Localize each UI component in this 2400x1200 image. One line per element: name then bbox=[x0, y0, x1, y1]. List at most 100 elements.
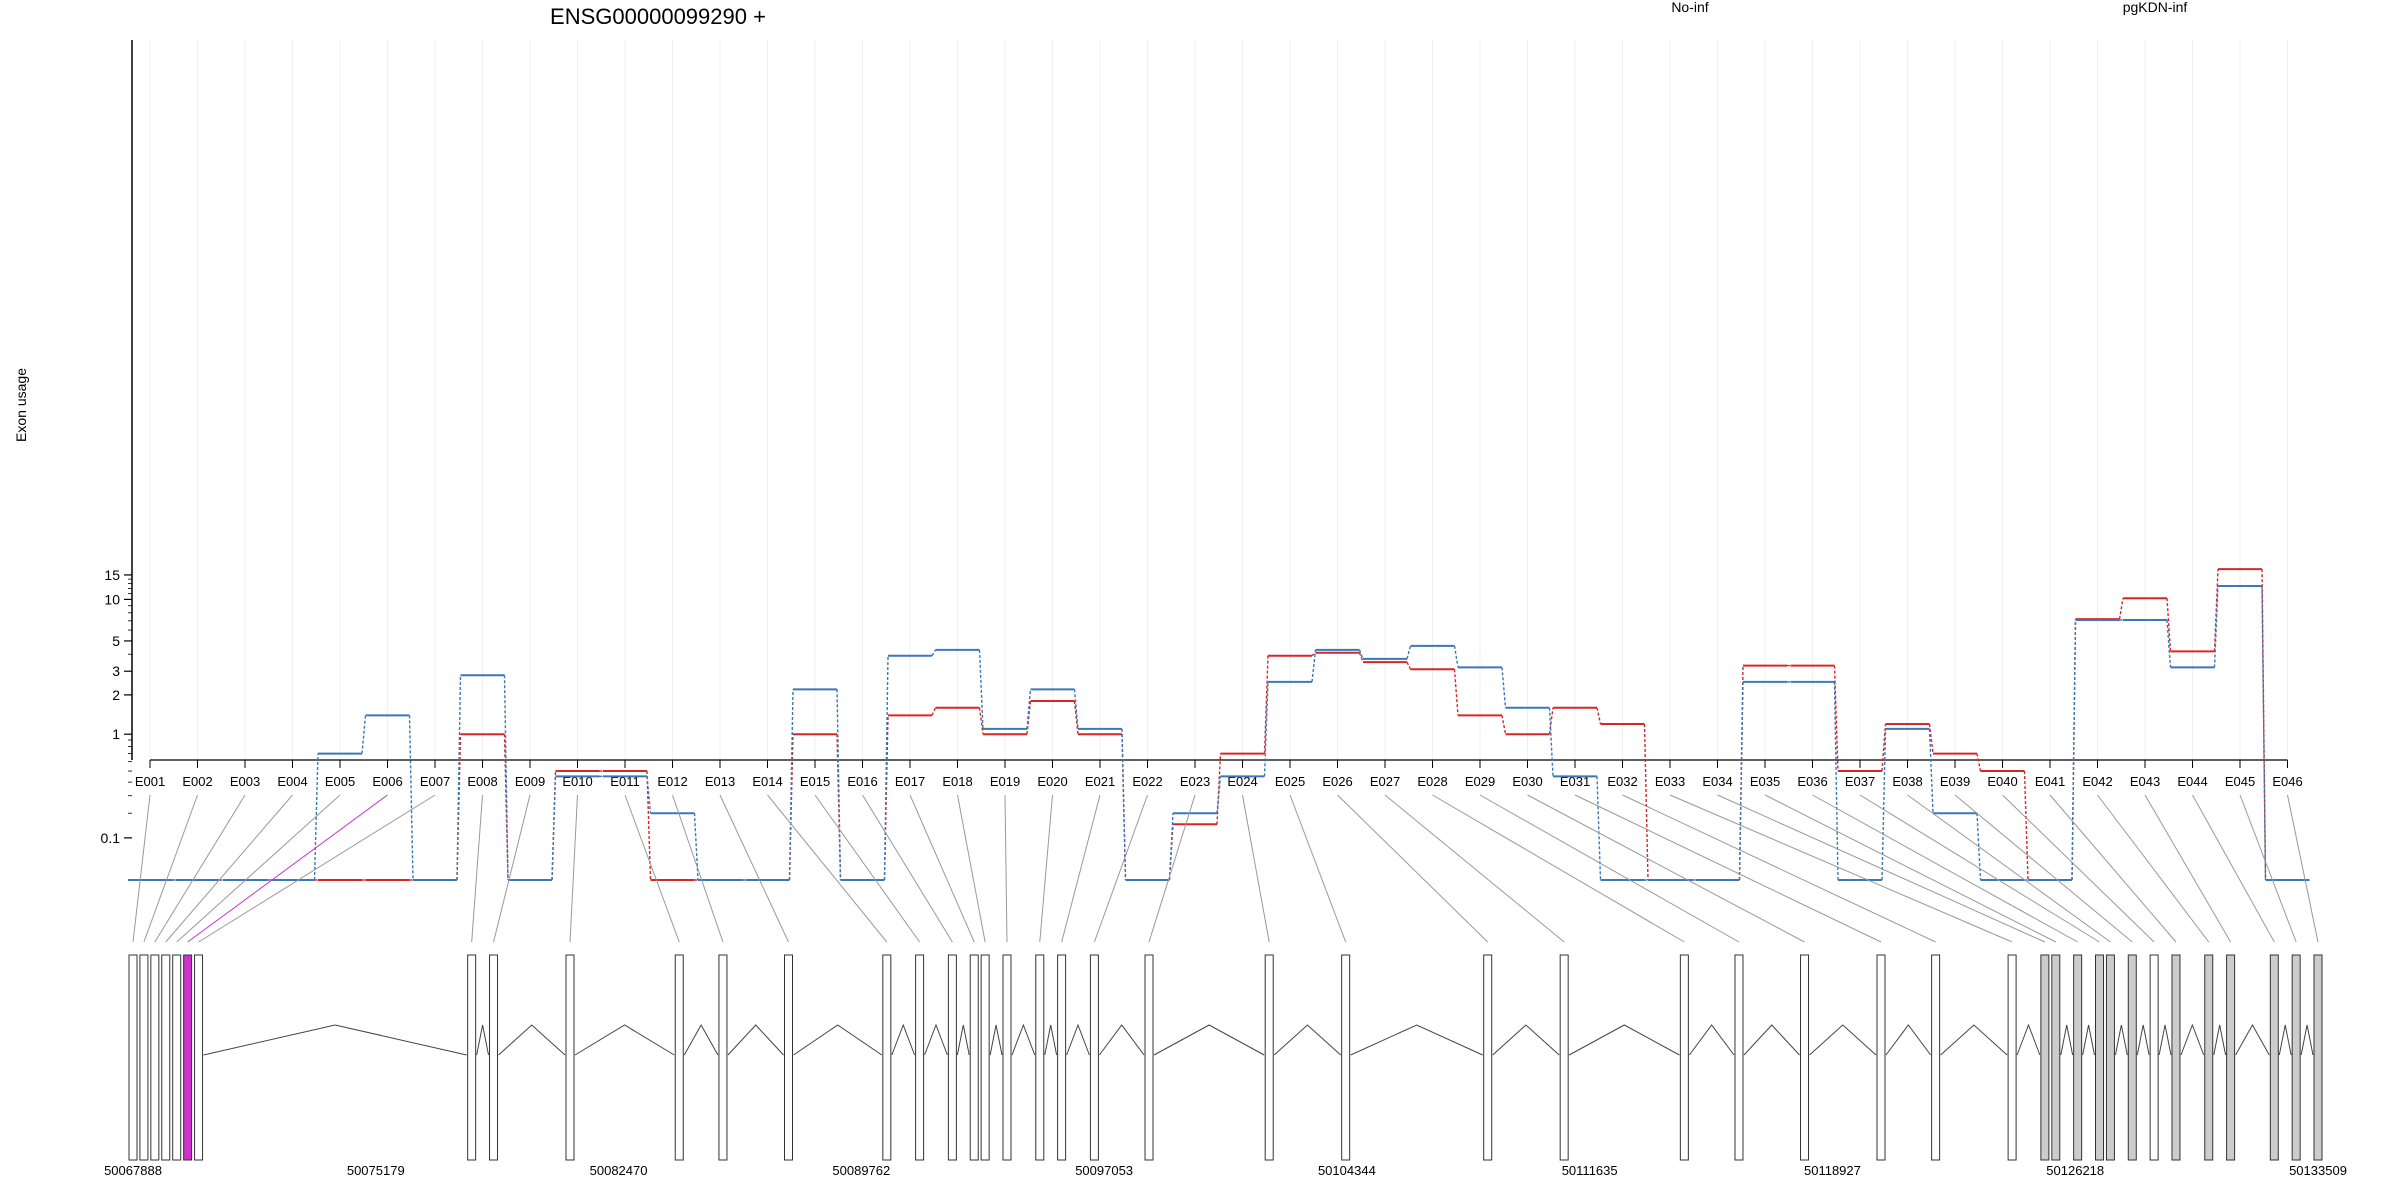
exon-box bbox=[1144, 954, 1154, 1161]
intron bbox=[1688, 1024, 1735, 1056]
exon-connector bbox=[1061, 794, 1101, 943]
exon-connector bbox=[719, 794, 789, 943]
x-tick-label: E042 bbox=[2082, 774, 2112, 789]
series-connector bbox=[2118, 598, 2124, 620]
exon-connector bbox=[672, 794, 724, 943]
intron bbox=[203, 1024, 467, 1056]
y-tick-label: 3 bbox=[112, 663, 120, 679]
series-connector bbox=[313, 753, 319, 881]
series-connector bbox=[1928, 728, 1934, 814]
exon-box bbox=[980, 954, 990, 1161]
series-connector bbox=[646, 776, 652, 814]
exon-connector bbox=[1148, 794, 1196, 943]
x-tick-label: E024 bbox=[1227, 774, 1257, 789]
exon-box bbox=[489, 954, 499, 1161]
series-connector bbox=[551, 776, 557, 881]
intron bbox=[2213, 1024, 2227, 1056]
exon-box bbox=[1264, 954, 1274, 1161]
exon-connector bbox=[1004, 794, 1008, 943]
intron bbox=[476, 1024, 490, 1056]
y-tick-label: 5 bbox=[112, 633, 120, 649]
exon-connector bbox=[2049, 794, 2177, 943]
intron bbox=[1273, 1024, 1342, 1056]
exon-box bbox=[150, 954, 160, 1161]
exon-box bbox=[2313, 954, 2323, 1161]
intron bbox=[2300, 1024, 2314, 1056]
series-connector bbox=[456, 675, 462, 881]
series-connector bbox=[1358, 652, 1364, 663]
exon-box bbox=[2007, 954, 2017, 1161]
intron bbox=[1350, 1024, 1483, 1056]
exon-connector bbox=[143, 794, 198, 943]
legend-label-no-inf: No-inf bbox=[1671, 0, 1708, 15]
x-tick-label: E043 bbox=[2130, 774, 2160, 789]
exon-connector bbox=[1669, 794, 2013, 943]
exon-connector bbox=[862, 794, 953, 943]
intron bbox=[1098, 1024, 1145, 1056]
x-tick-label: E023 bbox=[1180, 774, 1210, 789]
genomic-tick-label: 50111635 bbox=[1562, 1163, 1618, 1178]
x-tick-label: E009 bbox=[515, 774, 545, 789]
x-tick-label: E041 bbox=[2035, 774, 2065, 789]
genomic-coordinate-axis: 50067888 50075179 50082470 50089762 50097053… bbox=[104, 1163, 2347, 1178]
x-tick-label: E016 bbox=[847, 774, 877, 789]
exon-box bbox=[1559, 954, 1569, 1161]
exon-box bbox=[1057, 954, 1067, 1161]
chart-title: ENSG00000099290 + bbox=[550, 4, 766, 29]
exon-box bbox=[194, 954, 204, 1161]
series-connector bbox=[1738, 681, 1744, 881]
exon-connector bbox=[1039, 794, 1053, 943]
exon-box bbox=[2051, 954, 2061, 1161]
series-connector bbox=[1453, 645, 1459, 668]
exon-connector bbox=[493, 794, 531, 943]
exon-connector bbox=[1384, 794, 1565, 943]
x-tick-label: E045 bbox=[2225, 774, 2255, 789]
exon-box bbox=[1679, 954, 1689, 1161]
series-connector bbox=[693, 813, 699, 881]
y-tick-label: 15 bbox=[104, 567, 120, 583]
intron bbox=[2136, 1024, 2150, 1056]
legend-label-pgkdn-inf: pgKDN-inf bbox=[2123, 0, 2188, 15]
x-tick-label: E019 bbox=[990, 774, 1020, 789]
x-tick-label: E034 bbox=[1702, 774, 1732, 789]
exon-box bbox=[674, 954, 684, 1161]
series-connector bbox=[408, 715, 414, 881]
y-axis: 0.1 1 2 3 5 10 15 bbox=[101, 40, 133, 846]
genomic-tick-label: 50089762 bbox=[832, 1163, 890, 1178]
x-tick-label: E037 bbox=[1845, 774, 1875, 789]
series-connector bbox=[2166, 619, 2172, 668]
series-connector bbox=[978, 649, 984, 729]
intron bbox=[574, 1024, 675, 1056]
x-tick-label: E025 bbox=[1275, 774, 1305, 789]
series-connector bbox=[1976, 753, 1982, 772]
y-tick-label: 0.1 bbox=[101, 830, 121, 846]
series-lines bbox=[128, 568, 2310, 881]
series-connector bbox=[1501, 715, 1507, 735]
intron bbox=[1044, 1024, 1058, 1056]
series-connector bbox=[1263, 655, 1269, 754]
genomic-tick-label: 50126218 bbox=[2046, 1163, 2104, 1178]
series-connector bbox=[1311, 652, 1316, 657]
exon-connector bbox=[957, 794, 986, 943]
y-tick-label: 2 bbox=[112, 687, 120, 703]
x-tick-label: E008 bbox=[467, 774, 497, 789]
x-tick-label: E026 bbox=[1322, 774, 1352, 789]
exon-connector bbox=[1242, 794, 1270, 943]
series-connector bbox=[1406, 661, 1412, 670]
intron bbox=[1940, 1024, 2008, 1056]
intron bbox=[1809, 1024, 1877, 1056]
exon-box bbox=[2171, 954, 2181, 1161]
series-connector bbox=[931, 649, 937, 657]
x-tick-label: E015 bbox=[800, 774, 830, 789]
exon-connector bbox=[2287, 794, 2319, 943]
series-connector bbox=[2071, 619, 2077, 881]
series-connector bbox=[2213, 585, 2219, 668]
exon-box bbox=[128, 954, 138, 1161]
x-tick-label: E004 bbox=[277, 774, 307, 789]
intron bbox=[989, 1024, 1003, 1056]
gene-model bbox=[128, 954, 2323, 1161]
x-tick-label: E040 bbox=[1987, 774, 2017, 789]
exon-box bbox=[718, 954, 728, 1161]
x-tick-label: E001 bbox=[135, 774, 165, 789]
x-tick-label: E013 bbox=[705, 774, 735, 789]
